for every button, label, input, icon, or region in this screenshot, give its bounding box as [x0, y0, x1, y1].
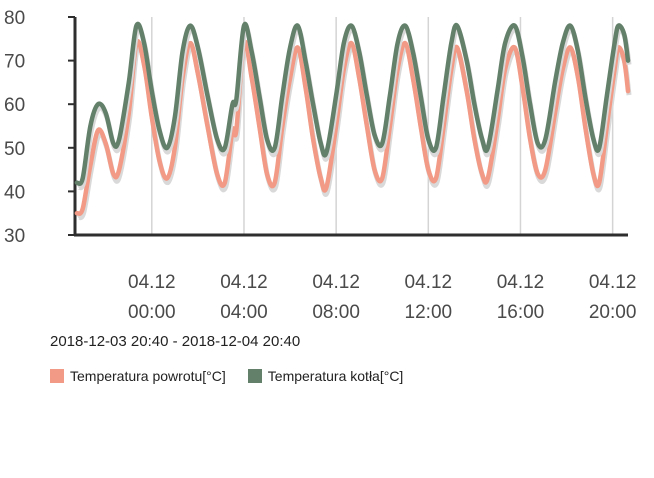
y-tick-label: 70: [4, 52, 25, 73]
x-tick-label: 04.12 16:00: [497, 272, 545, 323]
x-tick-label: 04.12 12:00: [405, 272, 453, 323]
legend-swatch-return-temp: [50, 369, 64, 383]
legend: Temperatura powrotu[°C] Temperatura kotł…: [50, 368, 425, 384]
x-axis: 04.12 00:00 04.12 04:00 04.12 08:00 04.12 12:00…: [74, 233, 637, 323]
x-tick-label: 04.12 20:00: [589, 272, 637, 323]
legend-swatch-boiler-temp: [247, 369, 262, 383]
x-tick-label: 04.12 08:00: [312, 272, 360, 323]
series-line-0[interactable]: [74, 39, 631, 216]
legend-label-boiler-temp: Temperatura kotła[°C]: [267, 368, 404, 384]
y-tick-label: 50: [4, 139, 25, 160]
temperature-line-chart: 30 40 50 60 70 80 04.12 00:00 04.12 04:00 04.12 08…: [4, 8, 637, 323]
legend-item-return-temp[interactable]: Temperatura powrotu[°C]: [50, 368, 226, 384]
y-tick-label: 60: [4, 95, 25, 116]
grid-lines: [151, 17, 614, 235]
series-line-1[interactable]: [74, 21, 631, 187]
y-tick-label: 80: [4, 8, 25, 29]
series-lines: [74, 21, 632, 221]
legend-item-boiler-temp[interactable]: Temperatura kotła[°C]: [247, 368, 404, 384]
x-tick-label: 04.12 00:00: [128, 272, 176, 323]
y-tick-label: 30: [4, 226, 25, 247]
date-range-label: 2018-12-03 20:40 - 2018-12-04 20:40: [50, 333, 301, 350]
x-tick-label: 04.12 04:00: [220, 272, 268, 323]
legend-label-return-temp: Temperatura powrotu[°C]: [70, 368, 226, 384]
y-tick-label: 40: [4, 182, 25, 203]
y-axis: 30 40 50 60 70 80: [4, 8, 77, 247]
